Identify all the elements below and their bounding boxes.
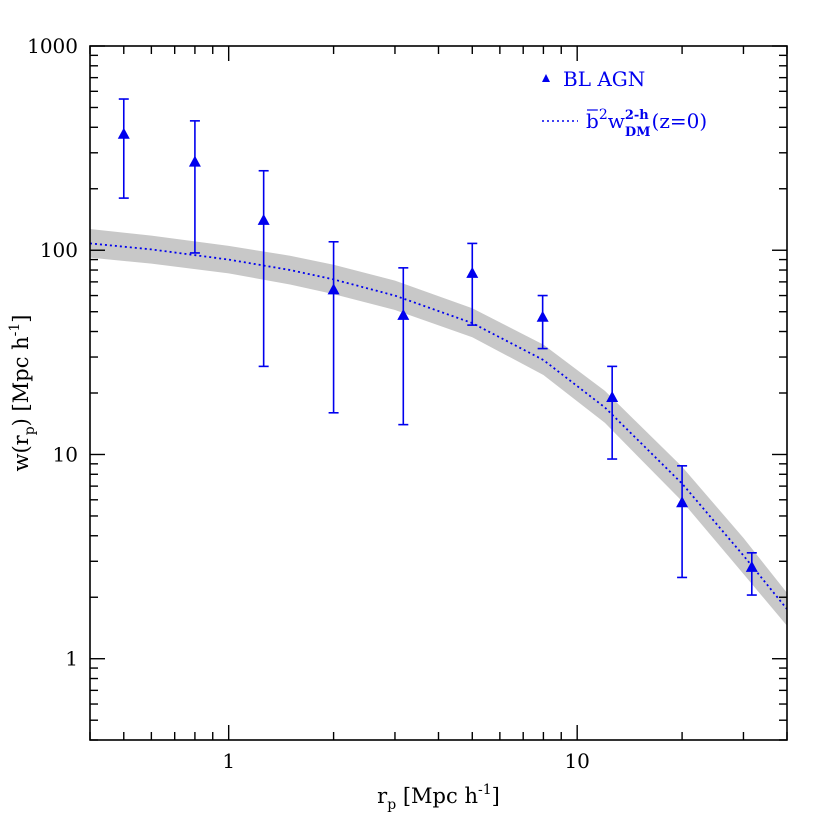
data-point bbox=[745, 552, 758, 596]
data-point bbox=[466, 242, 479, 326]
model-line bbox=[90, 242, 787, 610]
triangle-marker bbox=[466, 266, 479, 278]
x-tick-label: 10 bbox=[564, 749, 589, 773]
data-point bbox=[536, 294, 549, 350]
triangle-marker bbox=[676, 496, 689, 508]
y-tick-label: 1000 bbox=[27, 34, 78, 58]
data-points-layer bbox=[117, 98, 758, 596]
triangle-marker bbox=[745, 560, 758, 572]
data-point bbox=[117, 98, 130, 199]
y-tick-label: 100 bbox=[40, 238, 78, 262]
model-uncertainty-band-layer bbox=[90, 229, 787, 626]
x-tick-label: 1 bbox=[222, 749, 235, 773]
triangle-marker bbox=[397, 308, 410, 320]
tick-labels-layer: 1 10 1 10 100 1000 bbox=[27, 34, 590, 773]
legend-triangle-marker bbox=[542, 74, 550, 82]
legend: BL AGN b2w2-h DM(z=0) bbox=[542, 67, 707, 140]
triangle-marker bbox=[257, 213, 270, 225]
model-uncertainty-band bbox=[90, 229, 787, 626]
triangle-marker bbox=[536, 310, 549, 322]
plot-frame bbox=[89, 45, 788, 741]
triangle-marker bbox=[606, 391, 619, 403]
y-tick-label: 10 bbox=[53, 442, 78, 466]
data-point bbox=[188, 120, 201, 254]
x-axis-label: rp [Mpc h-1] bbox=[377, 782, 500, 813]
triangle-marker bbox=[327, 283, 340, 295]
model-line-layer bbox=[90, 242, 787, 610]
y-axis-label: w(rp) [Mpc h-1] bbox=[7, 315, 38, 472]
triangle-marker bbox=[188, 155, 201, 167]
data-point bbox=[257, 169, 270, 368]
data-point bbox=[397, 267, 410, 426]
legend-label-model: b2w2-h DM(z=0) bbox=[586, 107, 707, 140]
legend-label-bl-agn: BL AGN bbox=[563, 67, 645, 91]
data-point bbox=[327, 240, 340, 414]
y-tick-label: 1 bbox=[65, 647, 78, 671]
data-point bbox=[676, 465, 689, 579]
data-point bbox=[606, 365, 619, 460]
triangle-marker bbox=[117, 127, 130, 139]
